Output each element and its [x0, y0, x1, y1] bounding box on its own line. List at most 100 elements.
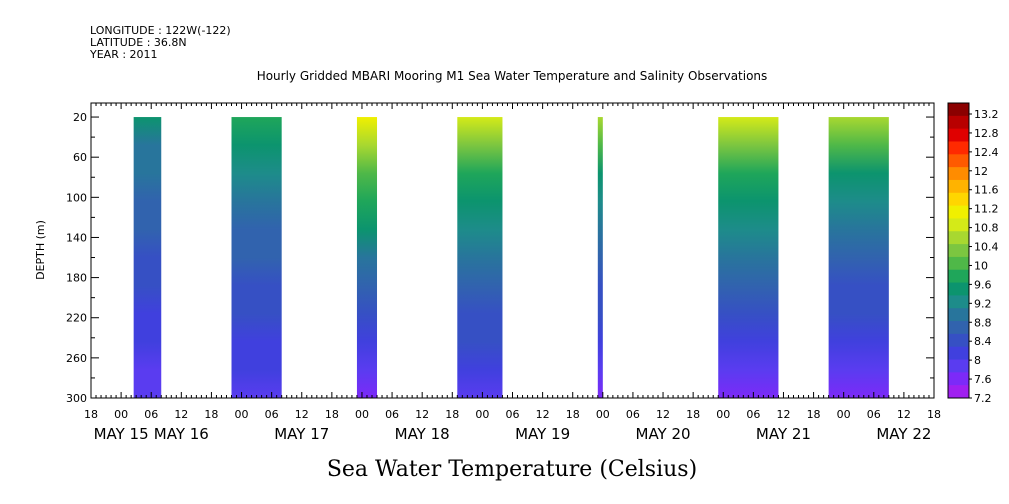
x-hour-tick-label: 06	[506, 408, 520, 421]
x-hour-tick-label: 12	[776, 408, 790, 421]
x-hour-tick-label: 12	[295, 408, 309, 421]
x-day-label: MAY 21	[756, 425, 811, 443]
y-tick-label: 300	[66, 392, 87, 405]
colorbar-label: 12.4	[974, 146, 999, 159]
temperature-segment	[356, 117, 378, 399]
x-hour-tick-label: 12	[897, 408, 911, 421]
colorbar-swatch	[948, 269, 969, 284]
x-hour-tick-label: 12	[536, 408, 550, 421]
y-tick-label: 220	[66, 312, 87, 325]
x-hour-tick-label: 18	[325, 408, 339, 421]
colorbar-swatch	[948, 231, 969, 245]
colorbar-label: 12	[974, 165, 988, 178]
x-hour-tick-label: 06	[746, 408, 760, 421]
colorbar-label: 10.4	[974, 241, 999, 254]
x-hour-tick-label: 18	[566, 408, 580, 421]
colorbar-swatch	[948, 192, 969, 207]
colorbar-label: 7.6	[974, 373, 992, 386]
y-tick-label: 20	[73, 111, 87, 124]
colorbar-swatch	[948, 115, 969, 130]
colorbar-swatch	[948, 321, 969, 335]
x-hour-tick-label: 00	[837, 408, 851, 421]
x-hour-tick-label: 18	[807, 408, 821, 421]
colorbar-swatch	[948, 218, 969, 232]
colorbar-frame	[947, 102, 970, 399]
x-day-label: MAY 19	[515, 425, 570, 443]
colorbar-swatch	[948, 103, 969, 117]
x-day-label: MAY 17	[274, 425, 329, 443]
x-hour-tick-label: 00	[716, 408, 730, 421]
longitude-label: LONGITUDE : 122W(-122)	[90, 24, 231, 37]
x-hour-tick-label: 06	[385, 408, 399, 421]
x-hour-tick-label: 12	[656, 408, 670, 421]
colorbar-label: 9.2	[974, 297, 992, 310]
x-hour-tick-label: 18	[686, 408, 700, 421]
x-day-label: MAY 16	[154, 425, 209, 443]
y-tick-label: 260	[66, 352, 87, 365]
y-axis-label: DEPTH (m)	[34, 220, 47, 280]
temperature-segment	[133, 117, 162, 399]
colorbar-label: 9.6	[974, 278, 992, 291]
colorbar-label: 8	[974, 354, 981, 367]
colorbar-swatch	[948, 359, 969, 373]
temperature-segment	[718, 117, 779, 399]
x-hour-tick-label: 12	[415, 408, 429, 421]
colorbar-swatch	[948, 346, 969, 361]
colorbar-label: 12.8	[974, 127, 999, 140]
plot-data-area	[133, 117, 889, 399]
x-hour-tick-label: 00	[114, 408, 128, 421]
plot-axes: 18 00 06 12 18 00 06 12 18 00 06 12 18 00 06 12 18 00 06 12…	[66, 103, 941, 443]
x-hour-tick-label: 12	[174, 408, 188, 421]
colorbar-label: 7.2	[974, 392, 992, 405]
colorbar-swatch	[948, 205, 969, 219]
colorbar-label: 11.6	[974, 184, 999, 197]
colorbar-swatch	[948, 295, 969, 309]
temperature-segment	[597, 117, 603, 399]
y-tick-label: 100	[66, 191, 87, 204]
colorbar-swatch	[948, 179, 969, 194]
colorbar-swatch	[948, 154, 969, 168]
x-hour-tick-label: 06	[867, 408, 881, 421]
colorbar-label: 11.2	[974, 203, 999, 216]
x-hour-tick-label: 00	[475, 408, 489, 421]
colorbar-label: 10.8	[974, 222, 999, 235]
x-hour-tick-label: 00	[235, 408, 249, 421]
plot-frame	[90, 102, 935, 399]
colorbar-label: 10	[974, 259, 988, 272]
latitude-label: LATITUDE : 36.8N	[90, 36, 187, 49]
x-axis-label: Sea Water Temperature (Celsius)	[327, 457, 697, 482]
x-hour-tick-label: 00	[355, 408, 369, 421]
colorbar-swatch	[948, 282, 969, 296]
colorbar-label: 13.2	[974, 108, 999, 121]
x-hour-tick-label: 18	[204, 408, 218, 421]
x-hour-tick-label: 06	[144, 408, 158, 421]
colorbar-swatch	[948, 385, 969, 399]
x-hour-tick-label: 18	[445, 408, 459, 421]
y-tick-label: 140	[66, 231, 87, 244]
x-hour-tick-label: 18	[84, 408, 98, 421]
colorbar-label: 8.4	[974, 335, 992, 348]
x-hour-tick-label: 00	[596, 408, 610, 421]
temperature-segment	[457, 117, 503, 399]
temperature-segment	[231, 117, 282, 399]
y-tick-label: 60	[73, 151, 87, 164]
x-hour-tick-label: 18	[927, 408, 941, 421]
colorbar-swatch	[948, 372, 969, 386]
colorbar-swatch	[948, 244, 969, 258]
temperature-segment	[828, 117, 889, 399]
colorbar-swatch	[948, 128, 969, 142]
colorbar-swatch	[948, 167, 969, 181]
x-day-label: MAY 15	[94, 425, 149, 443]
x-hour-tick-label: 06	[265, 408, 279, 421]
x-day-label: MAY 20	[636, 425, 691, 443]
colorbar-swatch	[948, 308, 969, 322]
colorbar-swatch	[948, 256, 969, 271]
colorbar-swatch	[948, 141, 969, 155]
chart-title: Hourly Gridded MBARI Mooring M1 Sea Wate…	[257, 69, 768, 83]
colorbar: 13.2 12.8 12.4 12 11.6 11.2 10.8 10.4 10 9.6 9.2 8.…	[947, 102, 999, 405]
y-tick-label: 180	[66, 272, 87, 285]
colorbar-swatch	[948, 333, 969, 348]
x-day-label: MAY 22	[876, 425, 931, 443]
year-label: YEAR : 2011	[89, 48, 158, 61]
